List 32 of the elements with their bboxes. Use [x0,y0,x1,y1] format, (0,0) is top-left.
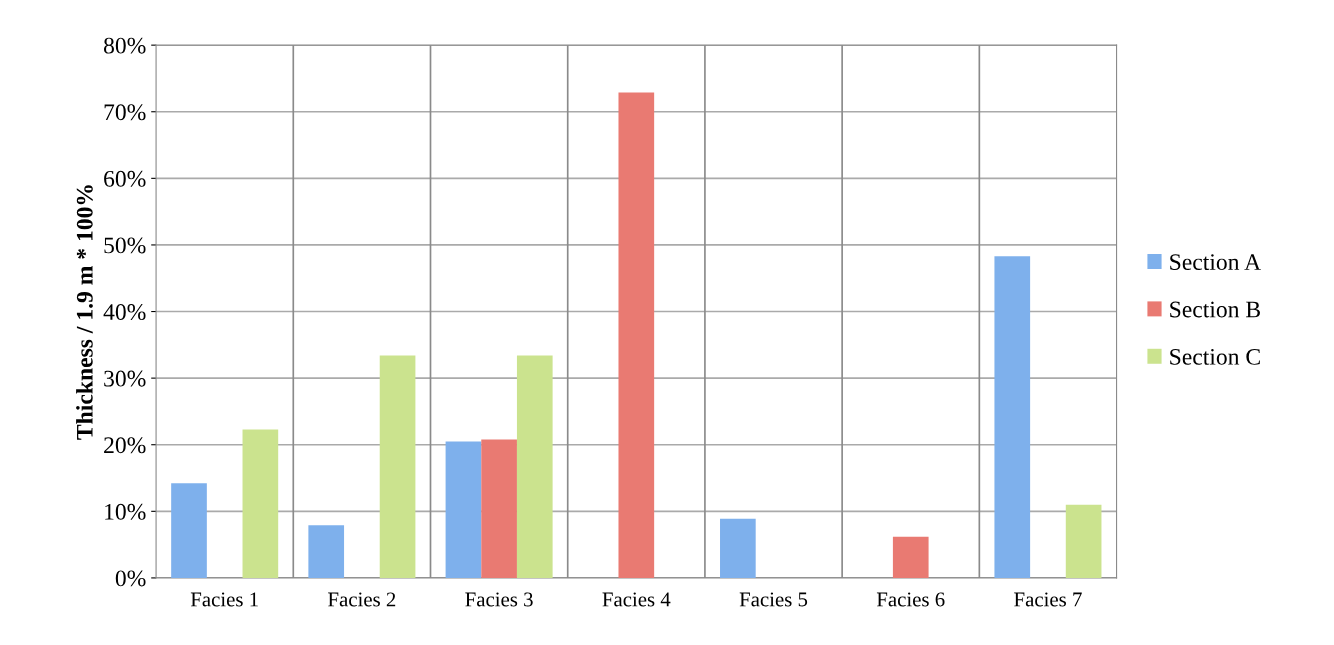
x-tick-label: Facies 2 [328,592,396,607]
x-tick-label: Facies 1 [190,592,258,607]
y-tick-label: 50% [104,237,146,254]
bar [720,518,756,578]
legend-label: Section C [1170,348,1260,365]
y-tick-label: 60% [104,170,146,187]
bar [516,355,553,578]
y-tick-label: 40% [103,304,146,321]
x-tick-label: Facies 5 [739,592,808,607]
bar [892,536,929,578]
x-tick-label: Facies 4 [602,592,671,607]
bar [1065,504,1102,578]
y-tick-label: 80% [103,37,146,54]
x-tick-label: Facies 6 [876,592,945,607]
x-tick-label: Facies 7 [1014,592,1082,607]
y-tick-label: 10% [105,503,146,520]
y-axis-title: Thickness / 1.9 m * 100% [76,185,93,440]
bar [242,429,279,578]
bar [171,483,207,578]
bar [379,355,416,578]
bar [481,439,517,578]
y-tick-label: 30% [104,370,146,387]
y-tick-label: 70% [104,104,146,121]
bar [994,256,1031,578]
y-tick-label: 20% [104,437,146,454]
y-tick-label: 0% [115,570,146,587]
x-tick-label: Facies 3 [465,592,533,607]
bar [308,525,345,578]
bar [445,441,482,578]
legend-label: Section B [1170,301,1260,318]
bar [618,92,655,578]
legend-label: Section A [1170,254,1261,271]
